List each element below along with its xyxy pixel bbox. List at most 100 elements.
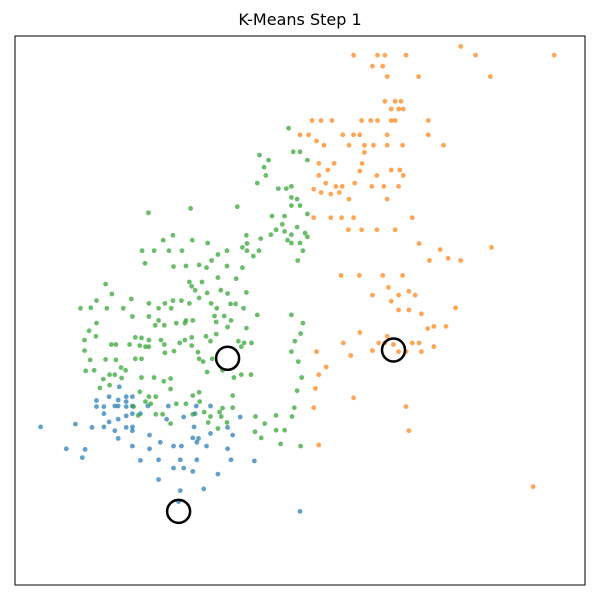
data-point — [213, 319, 219, 325]
data-point — [370, 348, 375, 353]
data-point — [368, 118, 374, 123]
centroids-layer — [165, 337, 407, 525]
data-point — [289, 232, 294, 238]
data-point — [289, 195, 294, 200]
data-point — [200, 359, 206, 364]
data-point — [230, 393, 236, 398]
data-point — [425, 118, 431, 123]
data-point — [351, 52, 356, 58]
data-point — [119, 375, 124, 381]
data-point — [130, 443, 135, 449]
data-point — [346, 142, 352, 148]
data-point — [171, 348, 177, 354]
data-point — [416, 241, 422, 246]
data-point — [233, 276, 239, 282]
data-point — [388, 118, 394, 123]
data-point — [181, 414, 187, 420]
data-point — [115, 403, 121, 409]
data-point — [299, 375, 305, 380]
data-point — [228, 457, 234, 463]
cluster-2-points — [297, 44, 557, 490]
data-point — [123, 413, 129, 419]
data-point — [266, 157, 271, 163]
data-point — [138, 458, 143, 463]
data-point — [384, 196, 390, 202]
data-point — [351, 215, 356, 221]
data-point — [86, 328, 92, 334]
data-point — [196, 295, 202, 301]
data-point — [331, 161, 337, 166]
data-point — [63, 446, 69, 452]
data-point — [187, 279, 192, 285]
data-point — [201, 486, 207, 492]
data-point — [291, 405, 297, 411]
data-point — [224, 248, 230, 254]
data-point — [196, 389, 202, 395]
data-point — [93, 333, 99, 339]
data-point — [425, 326, 431, 331]
data-point — [190, 435, 196, 441]
data-point — [336, 190, 342, 195]
data-point — [396, 292, 401, 298]
data-point — [340, 340, 346, 346]
data-point — [268, 232, 274, 238]
data-point — [278, 441, 283, 447]
data-point — [351, 395, 356, 401]
data-point — [190, 411, 196, 417]
centroid-marker-3 — [165, 498, 192, 525]
data-point — [348, 353, 354, 358]
data-point — [371, 142, 376, 148]
data-point — [397, 167, 403, 173]
data-point — [241, 305, 247, 311]
data-point — [370, 63, 375, 69]
data-point — [391, 342, 396, 347]
data-point — [101, 411, 107, 417]
data-point — [352, 180, 358, 186]
data-point — [130, 411, 135, 417]
data-point — [139, 248, 145, 254]
data-point — [381, 184, 387, 189]
data-point — [153, 394, 159, 400]
data-point — [233, 301, 239, 307]
data-point — [273, 413, 279, 418]
data-point — [151, 248, 157, 254]
data-point — [123, 399, 129, 404]
data-point — [357, 132, 363, 138]
data-point — [253, 414, 258, 419]
data-point — [396, 106, 401, 112]
data-point — [441, 142, 446, 148]
data-point — [109, 291, 115, 297]
data-point — [215, 471, 221, 477]
data-point — [152, 322, 158, 328]
data-point — [139, 375, 144, 380]
data-point — [313, 386, 318, 391]
data-point — [238, 372, 244, 378]
data-point — [258, 236, 264, 242]
data-point — [183, 263, 189, 269]
data-point — [179, 248, 185, 254]
data-point — [283, 186, 289, 192]
data-point — [273, 227, 279, 233]
data-point — [294, 196, 300, 202]
data-point — [362, 142, 367, 148]
data-point — [244, 325, 249, 331]
centroid-marker-1 — [214, 345, 241, 372]
data-point — [295, 359, 301, 364]
data-point — [164, 416, 170, 422]
data-point — [214, 305, 220, 311]
data-point — [225, 425, 231, 430]
data-point — [388, 298, 394, 304]
data-point — [286, 125, 291, 131]
data-point — [166, 248, 172, 254]
data-point — [160, 411, 166, 417]
data-point — [282, 213, 287, 219]
data-point — [269, 213, 275, 219]
data-point — [203, 333, 209, 339]
data-point — [204, 443, 209, 449]
data-point — [339, 184, 345, 189]
data-point — [171, 443, 176, 449]
data-point — [375, 52, 380, 58]
data-point — [400, 273, 405, 278]
data-point — [321, 142, 327, 148]
data-point — [194, 439, 200, 445]
